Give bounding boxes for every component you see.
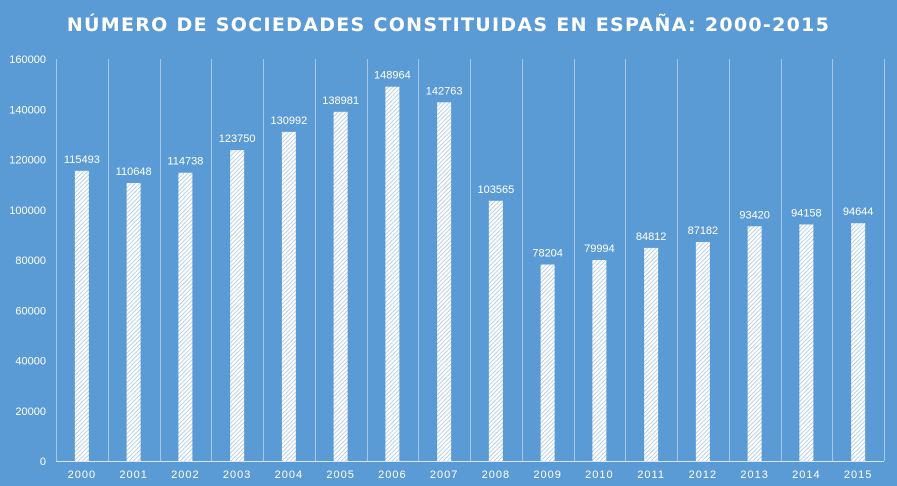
x-tick-label-2011: 2011 <box>637 469 665 481</box>
y-tick-label: 0 <box>40 456 46 468</box>
data-label-2007: 142763 <box>426 85 463 97</box>
bar-2002 <box>178 172 193 462</box>
x-tick-label-2010: 2010 <box>585 469 613 481</box>
y-tick-label: 60000 <box>15 305 46 317</box>
bar-2010 <box>592 260 607 461</box>
grid-lines <box>56 59 885 462</box>
x-tick-label-2001: 2001 <box>119 469 147 481</box>
data-label-2004: 130992 <box>271 115 308 127</box>
x-tick-label-2009: 2009 <box>533 469 561 481</box>
bar-2006 <box>385 86 400 461</box>
bar-2007 <box>437 102 452 462</box>
y-tick-label: 80000 <box>15 255 46 267</box>
bar-2014 <box>799 224 814 461</box>
data-label-2015: 94644 <box>843 206 874 218</box>
x-tick-label-2013: 2013 <box>740 469 768 481</box>
bar-2012 <box>695 241 710 461</box>
x-tick-label-2008: 2008 <box>482 469 510 481</box>
x-tick-label-2002: 2002 <box>171 469 199 481</box>
chart-title: NÚMERO DE SOCIEDADES CONSTITUIDAS EN ESP… <box>66 14 831 36</box>
data-label-2014: 94158 <box>791 207 822 219</box>
data-label-2009: 78204 <box>532 248 563 260</box>
data-label-2011: 84812 <box>636 231 667 243</box>
data-label-2012: 87182 <box>688 225 719 237</box>
x-tick-label-2012: 2012 <box>689 469 717 481</box>
data-label-2010: 79994 <box>584 243 615 255</box>
data-label-2001: 110648 <box>116 166 152 178</box>
bar-2013 <box>747 226 762 461</box>
x-tick-label-2000: 2000 <box>68 469 96 481</box>
x-axis: 2000 2001 2002 2003 2004 2005 2006 2007 2008 2009… <box>68 469 872 481</box>
x-tick-label-2015: 2015 <box>844 469 872 481</box>
data-label-2013: 93420 <box>739 209 770 221</box>
y-tick-label: 100000 <box>9 205 46 217</box>
bars-group <box>74 86 866 462</box>
y-tick-label: 20000 <box>15 406 46 418</box>
bar-2015 <box>851 223 866 461</box>
bar-2005 <box>333 111 348 461</box>
data-label-2008: 103565 <box>478 184 515 196</box>
bar-2009 <box>540 264 555 461</box>
bar-2008 <box>488 200 503 461</box>
bar-2000 <box>74 170 89 461</box>
x-tick-label-2006: 2006 <box>378 469 406 481</box>
bar-2011 <box>644 247 659 461</box>
y-tick-label: 140000 <box>9 104 46 116</box>
x-tick-label-2005: 2005 <box>326 469 354 481</box>
bar-2001 <box>126 182 141 462</box>
y-tick-label: 120000 <box>9 155 46 167</box>
y-axis: 0 20000 40000 60000 80000 100000 120000 140000 1… <box>9 54 46 468</box>
data-labels-group: 115493 110648 114738 123750 130992 138981 1489… <box>64 70 873 260</box>
bar-2004 <box>281 131 296 461</box>
data-label-2006: 148964 <box>374 70 411 82</box>
x-tick-label-2014: 2014 <box>792 469 820 481</box>
y-tick-label: 40000 <box>15 356 46 368</box>
x-tick-label-2003: 2003 <box>223 469 251 481</box>
y-tick-label: 160000 <box>9 54 46 66</box>
data-label-2000: 115493 <box>64 154 100 166</box>
x-tick-label-2007: 2007 <box>430 469 458 481</box>
x-tick-label-2004: 2004 <box>275 469 303 481</box>
data-label-2002: 114738 <box>167 156 203 168</box>
bar-2003 <box>230 150 245 461</box>
data-label-2005: 138981 <box>322 95 359 107</box>
data-label-2003: 123750 <box>219 133 256 145</box>
